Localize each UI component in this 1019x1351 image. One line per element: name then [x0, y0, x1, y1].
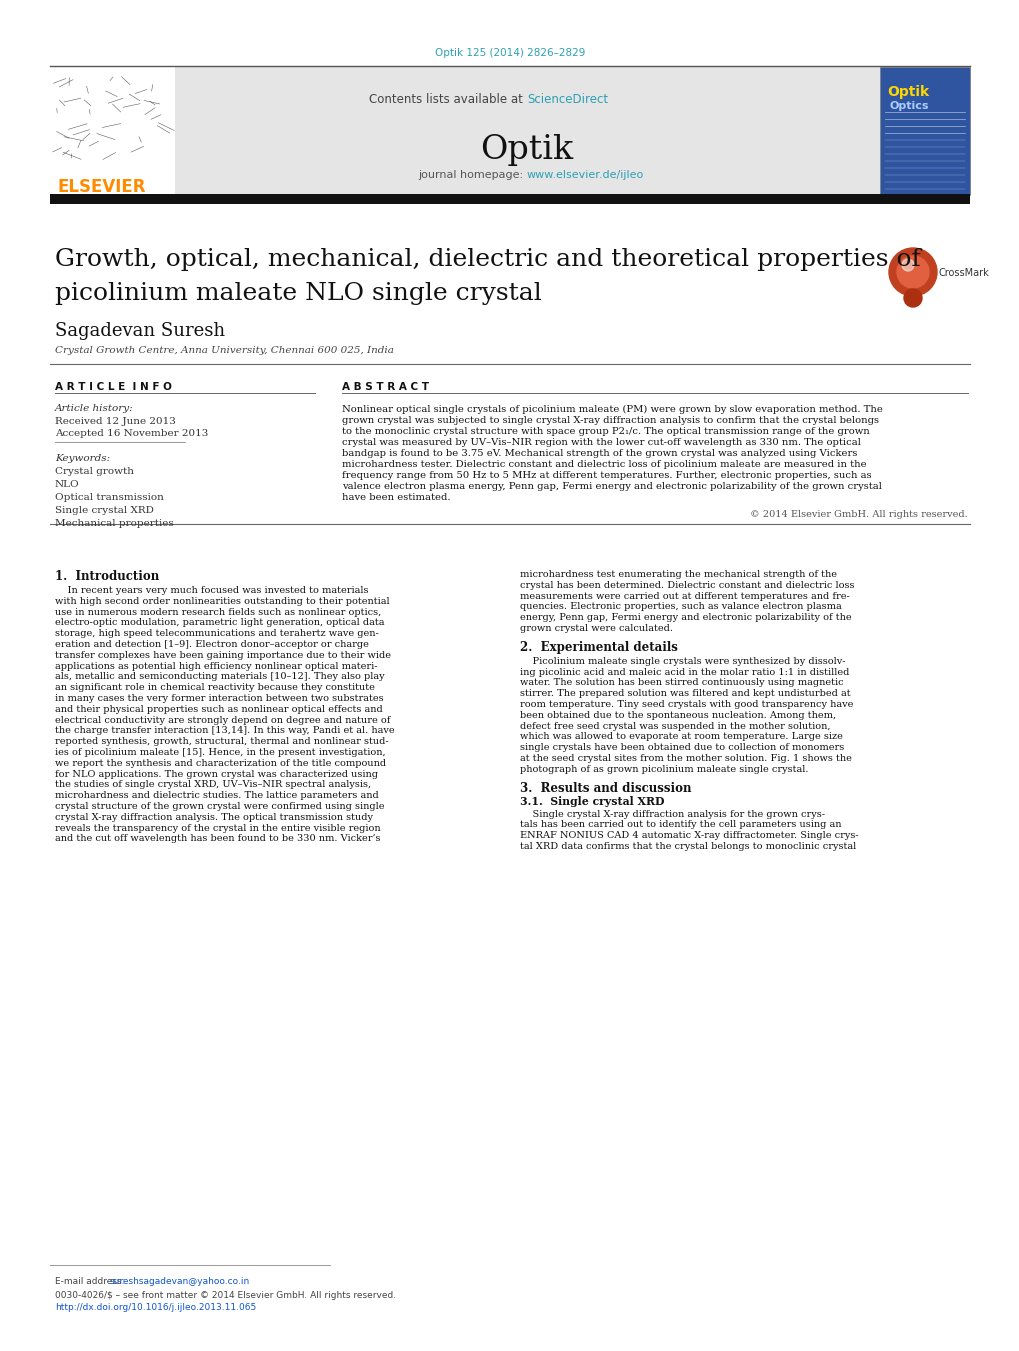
Text: reveals the transparency of the crystal in the entire visible region: reveals the transparency of the crystal … [55, 824, 380, 832]
Text: Growth, optical, mechanical, dielectric and theoretical properties of: Growth, optical, mechanical, dielectric … [55, 249, 920, 272]
Bar [879, 68, 969, 195]
Text: energy, Penn gap, Fermi energy and electronic polarizability of the: energy, Penn gap, Fermi energy and elect… [520, 613, 851, 623]
Text: single crystals have been obtained due to collection of monomers: single crystals have been obtained due t… [520, 743, 844, 753]
Text: electrical conductivity are strongly depend on degree and nature of: electrical conductivity are strongly dep… [55, 716, 390, 724]
Text: to the monoclinic crystal structure with space group P2₁/c. The optical transmis: to the monoclinic crystal structure with… [341, 427, 869, 436]
Text: have been estimated.: have been estimated. [341, 493, 450, 503]
Text: stirrer. The prepared solution was filtered and kept undisturbed at: stirrer. The prepared solution was filte… [520, 689, 850, 698]
Text: and their physical properties such as nonlinear optical effects and: and their physical properties such as no… [55, 705, 382, 713]
Text: grown crystal was subjected to single crystal X-ray diffraction analysis to conf: grown crystal was subjected to single cr… [341, 416, 878, 426]
Text: NLO: NLO [55, 480, 79, 489]
Text: microhardness tester. Dielectric constant and dielectric loss of picolinium male: microhardness tester. Dielectric constan… [341, 459, 866, 469]
Text: 3.1.  Single crystal XRD: 3.1. Single crystal XRD [520, 796, 663, 807]
Text: the charge transfer interaction [13,14]. In this way, Pandi et al. have: the charge transfer interaction [13,14].… [55, 727, 394, 735]
Text: http://dx.doi.org/10.1016/j.ijleo.2013.11.065: http://dx.doi.org/10.1016/j.ijleo.2013.1… [55, 1302, 256, 1312]
Text: at the seed crystal sites from the mother solution. Fig. 1 shows the: at the seed crystal sites from the mothe… [520, 754, 851, 763]
Text: electro-optic modulation, parametric light generation, optical data: electro-optic modulation, parametric lig… [55, 619, 384, 627]
Text: with high second order nonlinearities outstanding to their potential: with high second order nonlinearities ou… [55, 597, 389, 605]
Text: Keywords:: Keywords: [55, 454, 110, 463]
Bar [175, 68, 879, 195]
Text: bandgap is found to be 3.75 eV. Mechanical strength of the grown crystal was ana: bandgap is found to be 3.75 eV. Mechanic… [341, 449, 857, 458]
Text: Optik 125 (2014) 2826–2829: Optik 125 (2014) 2826–2829 [434, 49, 585, 58]
Text: been obtained due to the spontaneous nucleation. Among them,: been obtained due to the spontaneous nuc… [520, 711, 836, 720]
Text: quencies. Electronic properties, such as valance electron plasma: quencies. Electronic properties, such as… [520, 603, 841, 612]
Text: ENRAF NONIUS CAD 4 automatic X-ray diffractometer. Single crys-: ENRAF NONIUS CAD 4 automatic X-ray diffr… [520, 831, 858, 840]
Text: E-mail address:: E-mail address: [55, 1277, 127, 1286]
Text: als, metallic and semiconducting materials [10–12]. They also play: als, metallic and semiconducting materia… [55, 673, 384, 681]
Text: Crystal Growth Centre, Anna University, Chennai 600 025, India: Crystal Growth Centre, Anna University, … [55, 346, 393, 355]
Text: storage, high speed telecommunications and terahertz wave gen-: storage, high speed telecommunications a… [55, 630, 378, 638]
Text: crystal has been determined. Dielectric constant and dielectric loss: crystal has been determined. Dielectric … [520, 581, 854, 590]
Text: ScienceDirect: ScienceDirect [527, 93, 607, 105]
Circle shape [903, 289, 921, 307]
Text: crystal was measured by UV–Vis–NIR region with the lower cut-off wavelength as 3: crystal was measured by UV–Vis–NIR regio… [341, 438, 860, 447]
Text: transfer complexes have been gaining importance due to their wide: transfer complexes have been gaining imp… [55, 651, 390, 659]
Text: photograph of as grown picolinium maleate single crystal.: photograph of as grown picolinium maleat… [520, 765, 808, 774]
Text: grown crystal were calculated.: grown crystal were calculated. [520, 624, 673, 634]
Text: crystal X-ray diffraction analysis. The optical transmission study: crystal X-ray diffraction analysis. The … [55, 813, 373, 821]
Text: room temperature. Tiny seed crystals with good transparency have: room temperature. Tiny seed crystals wit… [520, 700, 853, 709]
Text: 1.  Introduction: 1. Introduction [55, 570, 159, 584]
Text: In recent years very much focused was invested to materials: In recent years very much focused was in… [55, 586, 368, 594]
Text: which was allowed to evaporate at room temperature. Large size: which was allowed to evaporate at room t… [520, 732, 842, 742]
Text: 3.  Results and discussion: 3. Results and discussion [520, 782, 691, 794]
Text: ing picolinic acid and maleic acid in the molar ratio 1:1 in distilled: ing picolinic acid and maleic acid in th… [520, 667, 849, 677]
Text: valence electron plasma energy, Penn gap, Fermi energy and electronic polarizabi: valence electron plasma energy, Penn gap… [341, 482, 881, 490]
Text: Optik: Optik [480, 134, 573, 166]
Text: we report the synthesis and characterization of the title compound: we report the synthesis and characteriza… [55, 759, 386, 767]
Circle shape [889, 249, 936, 296]
Bar [50, 195, 969, 204]
Text: Accepted 16 November 2013: Accepted 16 November 2013 [55, 430, 208, 438]
Text: journal homepage:: journal homepage: [418, 170, 527, 180]
Text: CrossMark: CrossMark [938, 267, 988, 278]
Circle shape [901, 259, 913, 272]
Text: and the cut off wavelength has been found to be 330 nm. Vicker’s: and the cut off wavelength has been foun… [55, 835, 380, 843]
Text: Picolinium maleate single crystals were synthesized by dissolv-: Picolinium maleate single crystals were … [520, 657, 845, 666]
Text: microhardness test enumerating the mechanical strength of the: microhardness test enumerating the mecha… [520, 570, 837, 580]
Text: A R T I C L E  I N F O: A R T I C L E I N F O [55, 382, 172, 392]
Text: sureshsagadevan@yahoo.co.in: sureshsagadevan@yahoo.co.in [110, 1277, 250, 1286]
Text: the studies of single crystal XRD, UV–Vis–NIR spectral analysis,: the studies of single crystal XRD, UV–Vi… [55, 781, 371, 789]
Text: frequency range from 50 Hz to 5 MHz at different temperatures. Further, electron: frequency range from 50 Hz to 5 MHz at d… [341, 471, 871, 480]
Text: water. The solution has been stirred continuously using magnetic: water. The solution has been stirred con… [520, 678, 843, 688]
Text: tal XRD data confirms that the crystal belongs to monoclinic crystal: tal XRD data confirms that the crystal b… [520, 842, 855, 851]
Text: applications as potential high efficiency nonlinear optical materi-: applications as potential high efficienc… [55, 662, 377, 670]
Text: Contents lists available at: Contents lists available at [369, 93, 527, 105]
Text: an significant role in chemical reactivity because they constitute: an significant role in chemical reactivi… [55, 684, 375, 692]
Text: A B S T R A C T: A B S T R A C T [341, 382, 429, 392]
Text: defect free seed crystal was suspended in the mother solution,: defect free seed crystal was suspended i… [520, 721, 829, 731]
Text: www.elsevier.de/ijleo: www.elsevier.de/ijleo [527, 170, 644, 180]
Text: measurements were carried out at different temperatures and fre-: measurements were carried out at differe… [520, 592, 849, 601]
Text: Crystal growth: Crystal growth [55, 467, 133, 476]
Text: Single crystal XRD: Single crystal XRD [55, 507, 154, 515]
Text: Single crystal X-ray diffraction analysis for the grown crys-: Single crystal X-ray diffraction analysi… [520, 809, 824, 819]
Text: © 2014 Elsevier GmbH. All rights reserved.: © 2014 Elsevier GmbH. All rights reserve… [750, 509, 967, 519]
Text: Nonlinear optical single crystals of picolinium maleate (PM) were grown by slow : Nonlinear optical single crystals of pic… [341, 405, 882, 415]
Text: Article history:: Article history: [55, 404, 133, 413]
Text: picolinium maleate NLO single crystal: picolinium maleate NLO single crystal [55, 282, 541, 305]
Text: Optik: Optik [887, 85, 928, 99]
Text: ies of picolinium maleate [15]. Hence, in the present investigation,: ies of picolinium maleate [15]. Hence, i… [55, 748, 385, 757]
Text: Optics: Optics [890, 101, 928, 111]
Circle shape [896, 255, 928, 288]
Text: 2.  Experimental details: 2. Experimental details [520, 640, 678, 654]
Text: use in numerous modern research fields such as nonlinear optics,: use in numerous modern research fields s… [55, 608, 381, 616]
Text: crystal structure of the grown crystal were confirmed using single: crystal structure of the grown crystal w… [55, 802, 384, 811]
Text: Optical transmission: Optical transmission [55, 493, 164, 503]
Text: for NLO applications. The grown crystal was characterized using: for NLO applications. The grown crystal … [55, 770, 378, 778]
Text: reported synthesis, growth, structural, thermal and nonlinear stud-: reported synthesis, growth, structural, … [55, 738, 388, 746]
Text: in many cases the very former interaction between two substrates: in many cases the very former interactio… [55, 694, 383, 703]
Text: Mechanical properties: Mechanical properties [55, 519, 173, 528]
Text: 0030-4026/$ – see front matter © 2014 Elsevier GmbH. All rights reserved.: 0030-4026/$ – see front matter © 2014 El… [55, 1292, 395, 1300]
Text: ELSEVIER: ELSEVIER [58, 178, 147, 196]
Text: eration and detection [1–9]. Electron donor–acceptor or charge: eration and detection [1–9]. Electron do… [55, 640, 369, 648]
Text: Received 12 June 2013: Received 12 June 2013 [55, 417, 175, 426]
Text: Sagadevan Suresh: Sagadevan Suresh [55, 322, 225, 340]
Text: microhardness and dielectric studies. The lattice parameters and: microhardness and dielectric studies. Th… [55, 792, 378, 800]
Text: tals has been carried out to identify the cell parameters using an: tals has been carried out to identify th… [520, 820, 841, 830]
